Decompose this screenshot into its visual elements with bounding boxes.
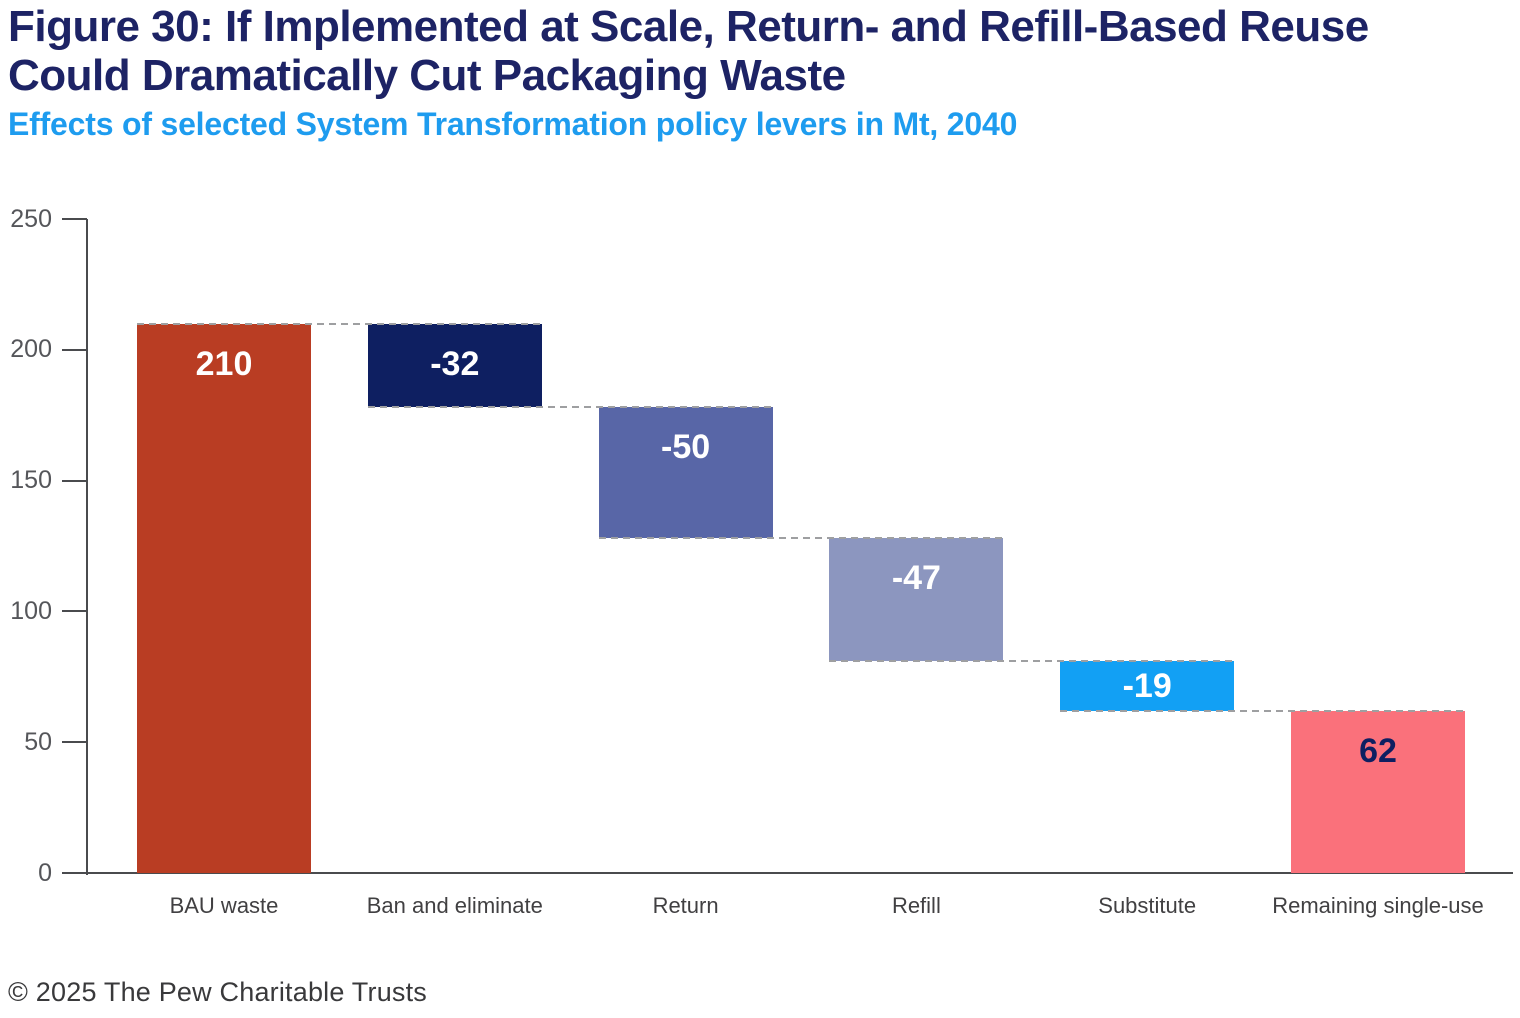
- step-connector-3: [598, 537, 1004, 540]
- y-axis-tick-250: [62, 218, 87, 220]
- figure-title: Figure 30: If Implemented at Scale, Retu…: [8, 2, 1369, 100]
- y-axis-tick-label-250: 250: [10, 204, 52, 233]
- category-label-ban-and-eliminate: Ban and eliminate: [366, 893, 543, 918]
- step-connector-4: [829, 660, 1235, 663]
- bar-refill: [829, 538, 1004, 662]
- category-label-bau-waste: BAU waste: [169, 893, 279, 918]
- category-label-remaining-single-use: Remaining single-use: [1272, 893, 1484, 918]
- copyright-note: © 2025 The Pew Charitable Trusts: [8, 977, 428, 1007]
- bar-value-label-remaining-single-use: 62: [1359, 731, 1397, 770]
- category-label-refill: Refill: [891, 893, 941, 918]
- step-connector-5: [1060, 709, 1465, 712]
- bar-return: [598, 407, 773, 539]
- y-axis-tick-150: [62, 479, 87, 482]
- bar-ban-and-eliminate: [367, 323, 542, 408]
- y-axis-tick-50: [62, 741, 87, 744]
- y-axis-tick-200: [62, 348, 87, 351]
- bar-value-label-substitute: -19: [1122, 666, 1172, 705]
- y-axis-line: [86, 219, 88, 875]
- y-axis-tick-0: [62, 872, 87, 874]
- bar-substitute: [1060, 661, 1235, 711]
- y-axis-tick-label-150: 150: [10, 466, 52, 495]
- bar-value-label-ban-and-eliminate: -32: [430, 344, 480, 383]
- step-connector-1: [137, 322, 542, 325]
- y-axis-tick-label-100: 100: [10, 596, 52, 625]
- x-axis-line: [87, 872, 1513, 874]
- y-axis-tick-100: [62, 610, 87, 613]
- bar-value-label-refill: -47: [891, 559, 941, 598]
- bar-value-label-bau-waste: 210: [195, 344, 253, 383]
- y-axis-tick-label-200: 200: [10, 335, 52, 364]
- bar-remaining-single-use: [1291, 710, 1465, 873]
- category-label-substitute: Substitute: [1098, 893, 1197, 918]
- step-connector-2: [367, 406, 773, 409]
- y-axis-tick-label-50: 50: [24, 727, 52, 756]
- bar-value-label-return: -50: [661, 428, 711, 467]
- figure-subtitle: Effects of selected System Transformatio…: [8, 106, 1018, 142]
- y-axis-tick-label-0: 0: [38, 858, 52, 887]
- bar-bau-waste: [137, 323, 311, 873]
- category-label-return: Return: [652, 893, 719, 918]
